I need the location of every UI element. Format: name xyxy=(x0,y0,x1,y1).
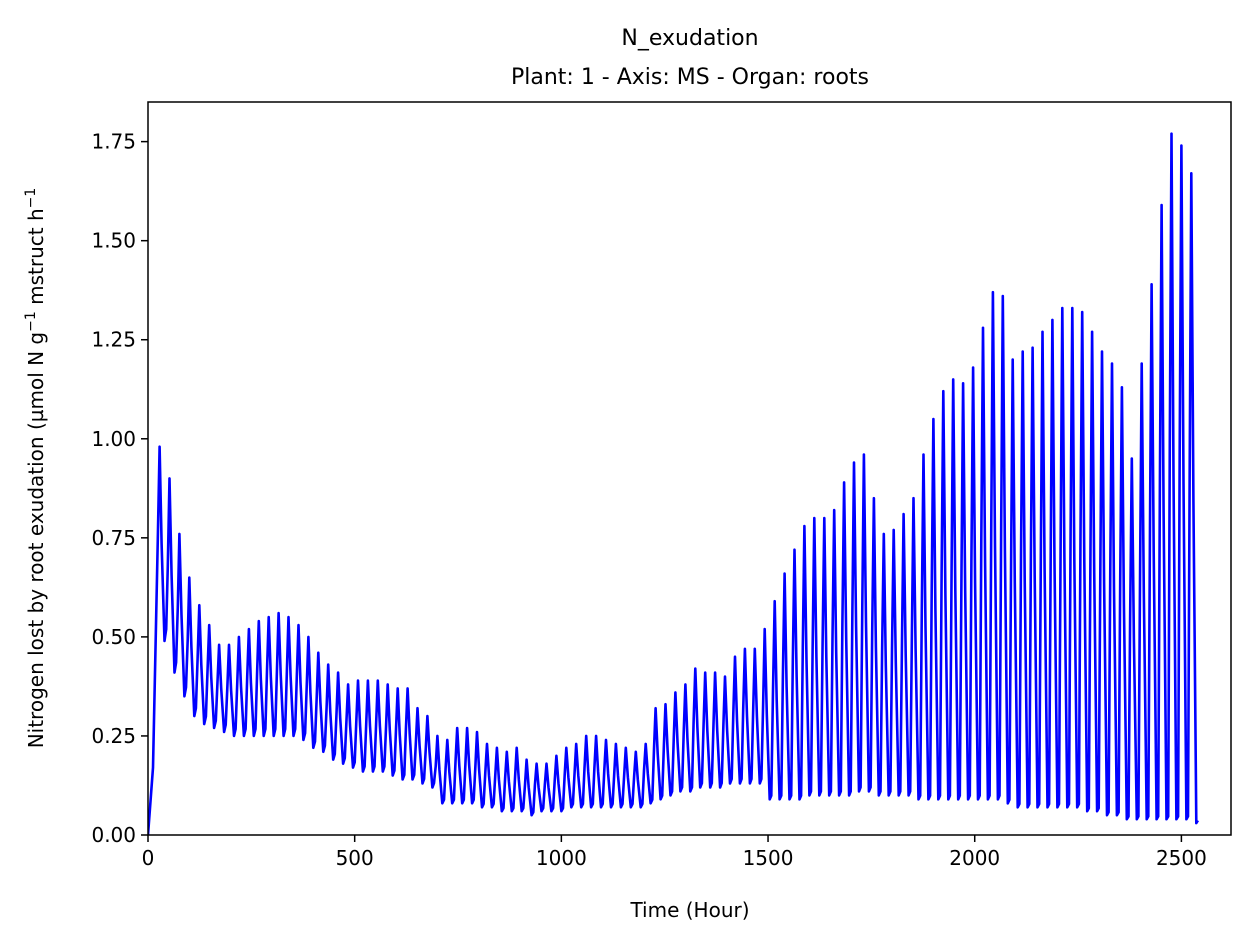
y-tick-label: 1.00 xyxy=(91,427,136,451)
x-tick-label: 1500 xyxy=(743,846,794,870)
y-tick-label: 1.75 xyxy=(91,130,136,154)
x-tick-label: 1000 xyxy=(536,846,587,870)
y-tick-label: 1.50 xyxy=(91,229,136,253)
axes-frame xyxy=(147,101,1232,836)
x-tick-label: 2000 xyxy=(949,846,1000,870)
series-line-n-exudation xyxy=(148,132,1200,835)
x-tick-label: 2500 xyxy=(1156,846,1207,870)
y-axis-label-superscript: −1 xyxy=(23,188,39,209)
y-axis-label-superscript: −1 xyxy=(23,311,39,332)
y-tick-label: 0.25 xyxy=(91,724,136,748)
chart-subtitle: Plant: 1 - Axis: MS - Organ: roots xyxy=(511,65,869,90)
x-tick-label: 0 xyxy=(142,846,155,870)
plot-area xyxy=(147,101,1232,836)
y-tick-label: 1.25 xyxy=(91,328,136,352)
x-tick-label: 500 xyxy=(336,846,374,870)
y-axis-ticks: 0.00 0.25 0.50 0.75 1.00 1.25 1.50 1.75 xyxy=(91,130,148,847)
y-tick-label: 0.00 xyxy=(91,823,136,847)
x-axis-ticks: 0 500 1000 1500 2000 2500 xyxy=(142,835,1207,870)
y-tick-label: 0.50 xyxy=(91,625,136,649)
chart-title: N_exudation xyxy=(621,26,758,51)
y-tick-label: 0.75 xyxy=(91,526,136,550)
x-axis-label: Time (Hour) xyxy=(629,898,749,922)
y-axis-label: Nitrogen lost by root exudation (µmol N … xyxy=(23,188,48,749)
